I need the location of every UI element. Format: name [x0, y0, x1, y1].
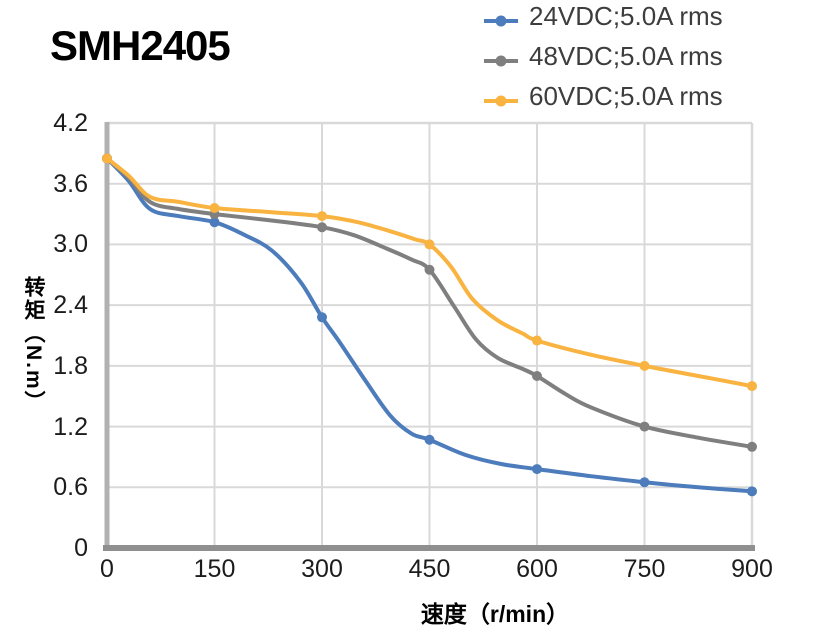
y-axis-title: 转矩（N.m）	[22, 276, 45, 414]
y-tick-label: 4.2	[53, 109, 88, 137]
data-point-60vdc-5-0a-rms	[639, 360, 650, 371]
data-point-24vdc-5-0a-rms	[209, 217, 220, 228]
data-point-48vdc-5-0a-rms	[532, 370, 542, 381]
series-curve-60vdc-5-0a-rms	[105, 156, 754, 389]
x-tick-label: 0	[100, 555, 114, 583]
x-tick-label: 750	[623, 555, 666, 583]
data-point-24vdc-5-0a-rms	[747, 486, 757, 497]
data-point-24vdc-5-0a-rms	[532, 464, 542, 475]
legend-label: 60VDC;5.0A rms	[529, 80, 723, 111]
data-point-48vdc-5-0a-rms	[639, 421, 650, 432]
legend-line-marker-icon	[484, 15, 518, 26]
x-tick-label: 150	[193, 555, 236, 583]
legend-label: 24VDC;5.0A rms	[529, 0, 723, 31]
data-point-24vdc-5-0a-rms	[424, 434, 435, 445]
legend-label: 48VDC;5.0A rms	[529, 40, 723, 71]
legend-item: 24VDC;5.0A rms	[483, 0, 723, 36]
x-axis-title: 速度（r/min）	[420, 601, 570, 627]
data-point-24vdc-5-0a-rms	[317, 312, 327, 323]
legend-item: 48VDC;5.0A rms	[483, 36, 723, 76]
y-tick-label: 2.4	[53, 291, 88, 320]
y-tick-label: 0.6	[53, 473, 88, 502]
data-point-60vdc-5-0a-rms	[317, 211, 327, 222]
x-tick-label: 450	[408, 555, 451, 583]
data-point-60vdc-5-0a-rms	[747, 381, 757, 392]
legend-line-marker-icon	[484, 95, 518, 106]
chart-title: SMH2405	[50, 22, 231, 69]
y-tick-label: 3.6	[53, 169, 88, 198]
data-point-48vdc-5-0a-rms	[317, 222, 327, 233]
data-point-60vdc-5-0a-rms	[424, 239, 435, 250]
data-point-60vdc-5-0a-rms	[102, 153, 112, 164]
legend-line-marker-icon	[484, 55, 518, 66]
data-point-24vdc-5-0a-rms	[639, 477, 650, 488]
data-point-60vdc-5-0a-rms	[209, 203, 220, 213]
y-tick-label: 1.2	[53, 412, 88, 441]
data-point-48vdc-5-0a-rms	[747, 441, 757, 452]
data-point-48vdc-5-0a-rms	[424, 264, 435, 275]
y-tick-label: 0	[74, 534, 88, 562]
y-tick-label: 1.8	[53, 351, 88, 380]
y-tick-label: 3.0	[53, 230, 88, 259]
legend-item: 60VDC;5.0A rms	[483, 76, 723, 116]
data-point-60vdc-5-0a-rms	[532, 335, 542, 346]
x-tick-label: 900	[731, 555, 773, 583]
series-curve-24vdc-5-0a-rms	[105, 156, 754, 494]
x-tick-label: 300	[301, 555, 343, 583]
x-tick-label: 600	[516, 555, 558, 583]
legend: 24VDC;5.0A rms 48VDC;5.0A rms 60VDC;5.0A r…	[483, 0, 723, 116]
